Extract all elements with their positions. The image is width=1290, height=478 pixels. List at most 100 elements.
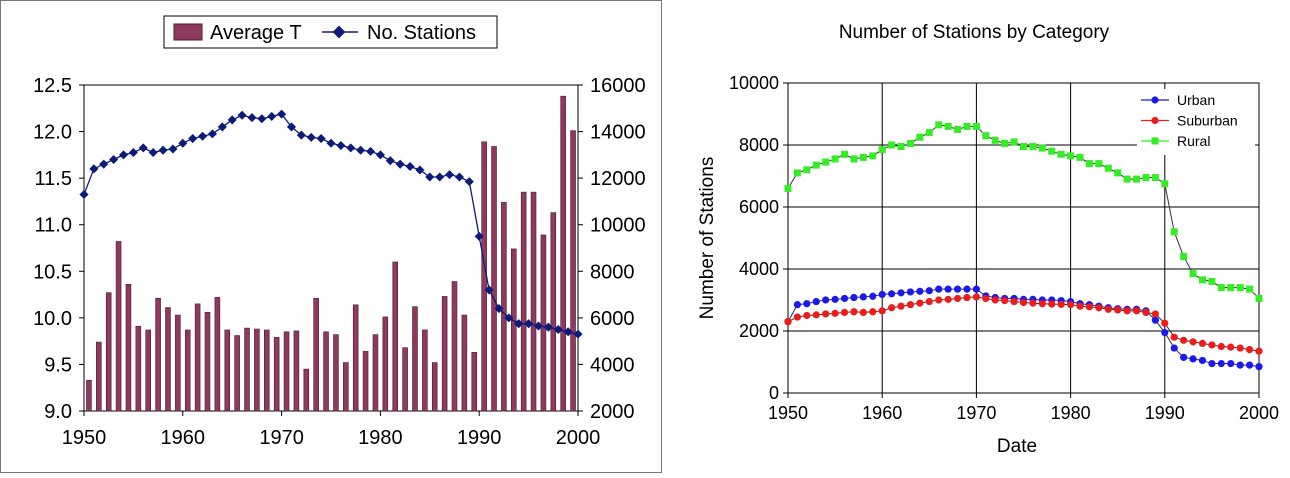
urban-point [916, 287, 924, 295]
rural-point [822, 158, 830, 166]
average-t-bar [382, 316, 389, 412]
rural-point [1142, 174, 1150, 182]
suburban-point [1085, 303, 1094, 311]
suburban-point [1132, 307, 1141, 315]
suburban-point [878, 307, 886, 315]
suburban-point [1255, 347, 1263, 355]
urban-point [803, 300, 811, 308]
plot-area-border [787, 82, 1260, 394]
average-t-bar [96, 341, 102, 412]
left-y-tick-label: 11.5 [35, 168, 72, 190]
suburban-point [972, 293, 980, 301]
rural-point [1123, 175, 1131, 183]
suburban-point [906, 301, 915, 309]
average-t-bar [125, 284, 132, 412]
legend-suburban-label: Suburban [1177, 113, 1238, 129]
average-t-bar [234, 335, 240, 412]
no-stations-point [158, 145, 168, 155]
no-stations-point [79, 189, 89, 199]
suburban-point [953, 294, 962, 303]
average-t-bar [105, 292, 112, 412]
x-tick-label: 1960 [862, 403, 902, 423]
x-tick-label: 1970 [956, 403, 996, 423]
suburban-point [1198, 339, 1207, 347]
suburban-point [1161, 319, 1169, 327]
urban-point [944, 285, 952, 293]
rural-point [1151, 174, 1159, 182]
average-t-bar [165, 307, 171, 412]
rural-point [935, 121, 943, 129]
x-tick-label: 1980 [358, 427, 403, 449]
rural-point [1180, 253, 1188, 261]
rural-point [1236, 284, 1244, 292]
average-t-bar [135, 325, 142, 412]
urban-point [1198, 356, 1207, 365]
left-y-tick-label: 12.5 [33, 75, 72, 97]
rural-point [897, 143, 905, 151]
rural-point [831, 155, 839, 163]
no-stations-point [375, 150, 385, 160]
suburban-point [944, 295, 952, 303]
average-t-bar [520, 191, 527, 412]
x-tick-label: 1990 [457, 427, 502, 449]
average-t-bar [244, 327, 250, 412]
stations-temperature-chart: Average T No. Stations 9.0 9.5 10.0 10.5 11.… [0, 0, 662, 473]
suburban-point [1001, 297, 1009, 305]
average-t-bar [254, 328, 260, 412]
suburban-point [1236, 344, 1244, 352]
suburban-point [812, 311, 820, 319]
suburban-point [1245, 346, 1254, 354]
average-t-bar [550, 212, 557, 412]
suburban-point [1142, 308, 1150, 316]
average-t-bar [204, 311, 211, 412]
rural-point [878, 146, 886, 154]
suburban-point [888, 304, 896, 312]
no-stations-point [227, 115, 237, 125]
x-tick-label: 1950 [768, 403, 808, 423]
legend-label-average-t: Average T [210, 22, 302, 44]
urban-point [812, 297, 820, 306]
x-tick-label: 2000 [1239, 403, 1279, 423]
no-stations-point [514, 319, 524, 329]
average-t-bar [333, 334, 339, 412]
rural-point [793, 169, 801, 177]
average-t-bar [412, 306, 418, 412]
suburban-point [1151, 310, 1159, 318]
urban-point [1151, 316, 1159, 324]
x-axis-label: Date [997, 436, 1037, 457]
suburban-point [935, 296, 943, 304]
no-stations-point [524, 319, 534, 329]
legend-rural-marker [1151, 137, 1159, 145]
suburban-point [1095, 304, 1103, 312]
urban-point [1227, 359, 1235, 368]
suburban-point [1019, 298, 1028, 307]
urban-point [1245, 361, 1254, 369]
average-t-bar [511, 248, 517, 412]
rural-point [954, 126, 962, 133]
suburban-point [1208, 341, 1216, 349]
urban-point [869, 292, 877, 300]
legend: Urban Suburban Rural [1137, 89, 1255, 155]
average-t-bar [481, 141, 487, 412]
no-stations-point [306, 132, 316, 142]
chart-title: Number of Stations by Category [839, 22, 1110, 43]
average-t-bar [155, 297, 161, 412]
average-t-bar [431, 362, 438, 412]
suburban-point [1076, 302, 1084, 310]
urban-point [1161, 328, 1169, 337]
suburban-point [963, 293, 971, 302]
y-tick-label: 2000 [739, 321, 779, 341]
legend-urban-label: Urban [1177, 92, 1215, 108]
right-y-tick-label: 2000 [590, 401, 635, 423]
left-chart-panel: Average T No. Stations 9.0 9.5 10.0 10.5 11.… [0, 0, 662, 473]
urban-point [906, 288, 915, 296]
average-t-bar [224, 329, 231, 412]
suburban-point [1057, 300, 1065, 308]
suburban-point [897, 302, 905, 310]
rural-point [803, 166, 811, 174]
rural-point [991, 136, 999, 144]
urban-point [1170, 344, 1178, 352]
rural-point [1020, 143, 1027, 151]
average-t-bar [273, 337, 280, 412]
legend-rural-label: Rural [1177, 133, 1210, 149]
